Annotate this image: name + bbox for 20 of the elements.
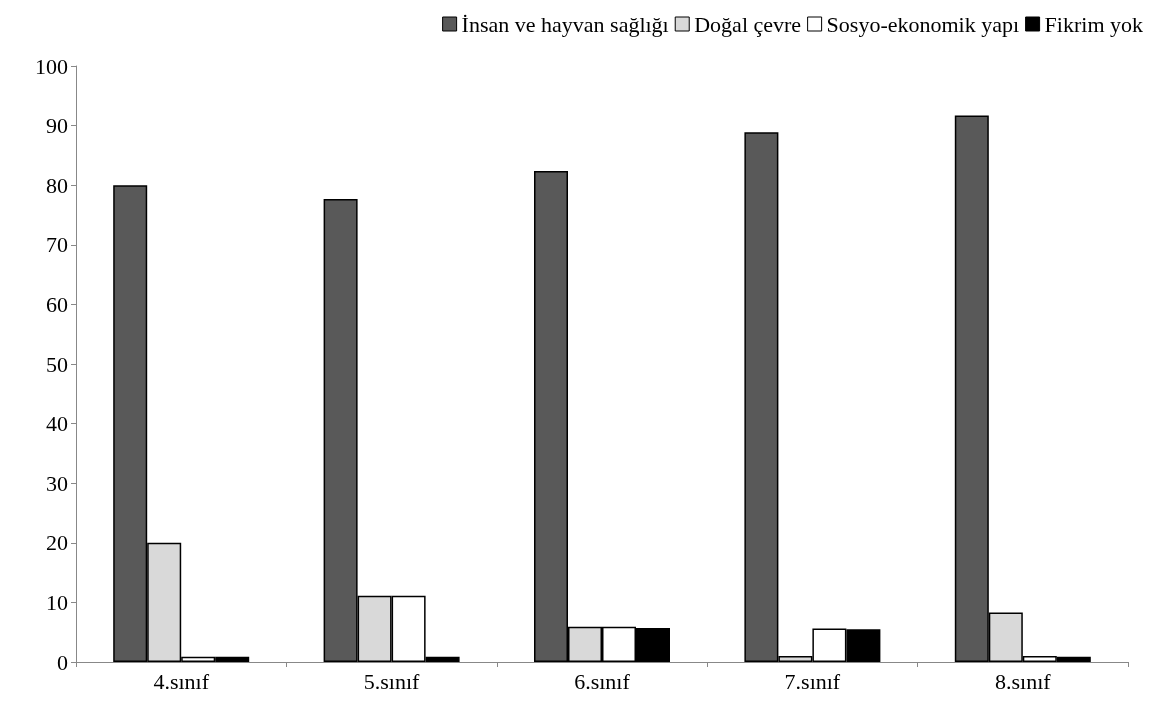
y-tick-label: 100 [35,53,68,79]
y-tick-label: 20 [46,530,68,556]
x-tick-label: 7.sınıf [784,668,841,694]
y-tick-label: 60 [46,291,68,317]
y-tick-label: 10 [46,589,68,615]
x-tick-label: 6.sınıf [574,668,631,694]
x-tick-label: 4.sınıf [153,668,210,694]
x-tick-label: 5.sınıf [363,668,421,694]
legend-label: Sosyo-ekonomik yapı [826,11,1020,37]
y-tick-label: 30 [46,470,68,496]
y-tick-label: 40 [46,411,68,437]
y-tick-label: 0 [57,649,68,675]
y-tick-label: 70 [46,232,68,258]
x-tick-label: 8.sınıf [994,668,1052,694]
legend-label: İnsan ve hayvan sağlığı [461,11,669,37]
legend-label: Fikrim yok [1044,11,1144,37]
y-tick-label: 50 [46,351,68,377]
legend-label: Doğal çevre [694,11,802,37]
y-tick-label: 80 [46,172,68,198]
y-tick-label: 90 [46,113,68,139]
